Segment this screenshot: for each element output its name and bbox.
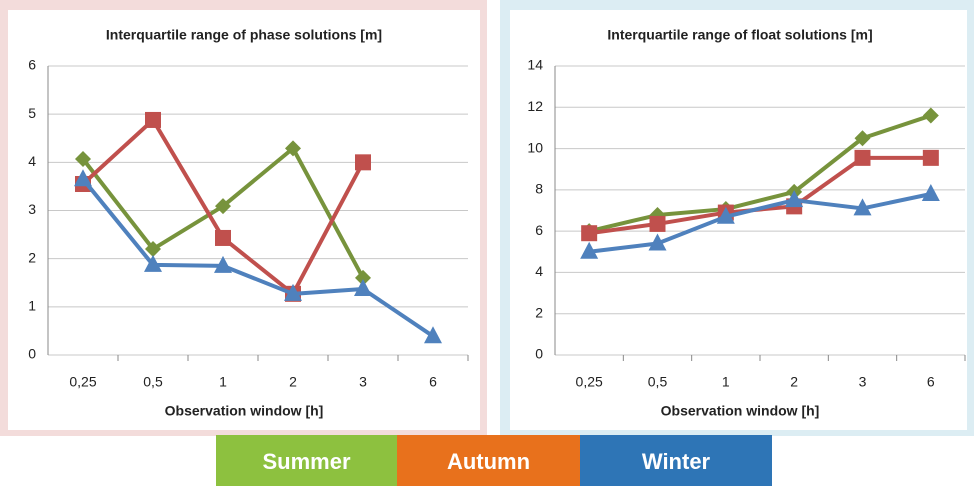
y-tick-label: 10: [527, 139, 543, 155]
y-tick-label: 0: [28, 346, 36, 362]
legend-swatch: [580, 435, 772, 486]
y-tick-label: 3: [28, 201, 36, 217]
marker: [581, 225, 598, 242]
marker: [74, 169, 92, 187]
marker: [355, 154, 371, 171]
x-tick-label: 0,5: [143, 374, 163, 390]
legend-label: Autumn: [447, 449, 530, 474]
marker: [144, 254, 162, 272]
x-tick-label: 3: [859, 374, 867, 390]
y-tick-label: 1: [28, 298, 36, 314]
x-axis-label: Observation window [h]: [165, 403, 324, 419]
marker: [921, 183, 940, 201]
marker: [215, 198, 231, 215]
y-tick-label: 2: [535, 304, 543, 320]
marker: [284, 283, 302, 301]
y-tick-label: 12: [527, 98, 543, 114]
x-tick-label: 2: [790, 374, 798, 390]
marker: [649, 215, 666, 232]
marker: [648, 233, 667, 251]
marker: [145, 241, 161, 258]
y-tick-label: 6: [535, 222, 543, 238]
marker: [580, 241, 599, 259]
y-tick-label: 4: [535, 263, 543, 279]
series-line: [81, 177, 435, 338]
x-tick-label: 3: [359, 374, 367, 390]
marker: [854, 149, 871, 166]
y-tick-label: 8: [535, 181, 543, 197]
marker: [145, 111, 161, 128]
marker: [354, 279, 372, 297]
x-tick-label: 2: [289, 374, 297, 390]
x-tick-label: 6: [429, 374, 437, 390]
chart-title: Interquartile range of float solutions […: [607, 27, 872, 43]
x-tick-label: 0,25: [576, 374, 603, 390]
x-tick-label: 0,5: [648, 374, 668, 390]
series-line: [588, 113, 932, 234]
legend-swatch: [397, 435, 580, 486]
y-tick-label: 5: [28, 105, 36, 121]
legend-label: Summer: [262, 449, 350, 474]
marker: [355, 269, 371, 286]
marker: [214, 255, 232, 273]
marker: [215, 229, 231, 246]
x-tick-label: 1: [722, 374, 730, 390]
marker: [285, 140, 301, 157]
x-tick-label: 0,25: [69, 374, 96, 390]
marker: [785, 190, 804, 208]
x-tick-label: 1: [219, 374, 227, 390]
y-tick-label: 4: [28, 153, 36, 169]
right-chart-area: [510, 10, 967, 430]
marker: [75, 150, 91, 167]
chart-title: Interquartile range of phase solutions […: [106, 27, 382, 43]
marker: [922, 149, 939, 166]
marker: [716, 206, 735, 224]
y-tick-label: 0: [535, 346, 543, 362]
x-tick-label: 6: [927, 374, 935, 390]
y-tick-label: 14: [527, 57, 543, 73]
y-tick-label: 6: [28, 57, 36, 73]
left-chart-area: [8, 10, 480, 430]
series-line: [588, 192, 932, 254]
legend-swatch: [216, 435, 397, 486]
y-tick-label: 2: [28, 249, 36, 265]
marker: [853, 198, 872, 216]
legend-label: Winter: [642, 449, 711, 474]
x-axis-label: Observation window [h]: [661, 403, 820, 419]
marker: [424, 326, 442, 344]
marker: [854, 130, 871, 147]
marker: [922, 107, 939, 124]
